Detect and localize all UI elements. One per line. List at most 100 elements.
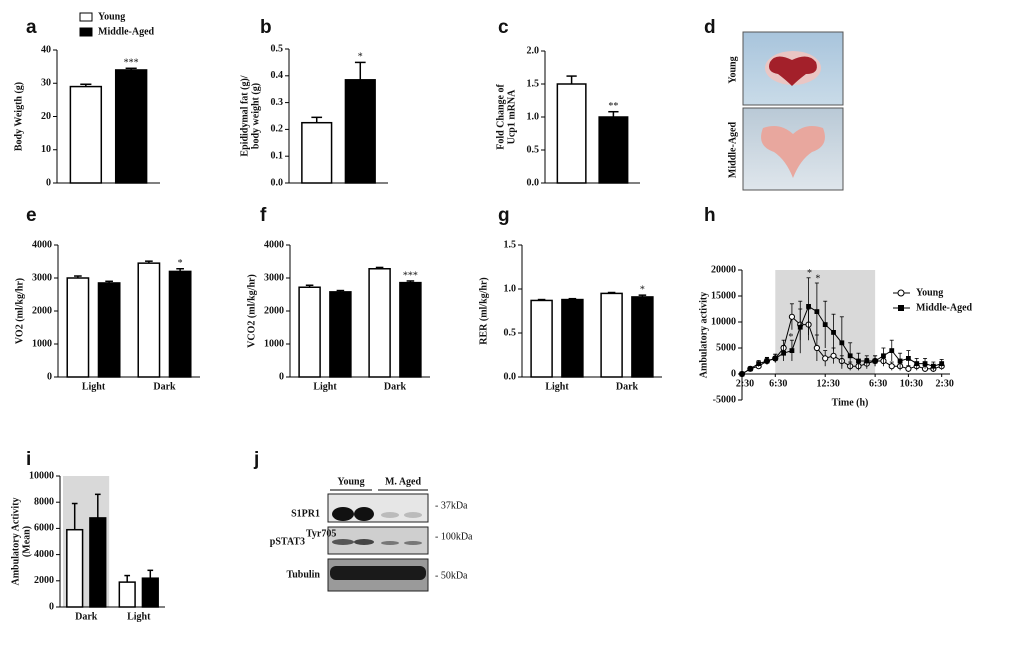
band [404, 541, 422, 545]
y-tick-label: 2.0 [527, 45, 540, 56]
legend-label: Middle-Aged [916, 302, 973, 313]
panel-letter: j [253, 449, 259, 470]
y-tick-label: 3000 [264, 272, 284, 283]
marker [939, 361, 945, 366]
band [404, 512, 422, 518]
band [354, 507, 374, 521]
y-tick-label: 4000 [32, 239, 52, 250]
y-tick-label: 0.3 [271, 97, 284, 108]
blot-superscript: Tyr705 [306, 528, 336, 539]
y-tick-label: 30 [41, 78, 51, 89]
y-tick-label: 0.4 [271, 70, 284, 81]
band [332, 507, 354, 521]
tissue [761, 126, 825, 178]
marker [822, 322, 828, 327]
bar [137, 262, 161, 378]
y-axis-label: (Mean) [21, 526, 32, 557]
legend-label: Young [916, 287, 943, 298]
photo-panel [742, 31, 844, 191]
marker [930, 363, 936, 369]
y-axis-label: Ucp1 mRNA [506, 89, 517, 144]
y-tick-label: 1000 [264, 338, 284, 349]
x-tick-label: Light [545, 381, 569, 392]
marker [797, 324, 803, 330]
x-tick-label: Light [313, 381, 337, 392]
marker [905, 365, 912, 372]
y-tick-label: 20000 [711, 264, 736, 275]
bar [598, 116, 629, 184]
y-tick-label: 2000 [32, 305, 52, 316]
y-axis-label: Epididymal fat (g)/ [239, 75, 250, 156]
panel-letter: d [704, 17, 716, 38]
y-tick-label: 5000 [716, 342, 736, 353]
x-tick-label: Dark [75, 611, 98, 622]
y-tick-label: 0 [731, 368, 736, 379]
bar [168, 270, 192, 378]
marker [739, 371, 745, 377]
y-tick-label: 6000 [34, 523, 54, 534]
y-axis-label: Body Weigth (g) [13, 82, 24, 151]
marker [814, 309, 820, 314]
tissue [769, 56, 817, 86]
marker [922, 361, 928, 366]
photo-label: Young [727, 56, 738, 83]
annotation: * [640, 284, 645, 295]
y-tick-label: 0 [47, 371, 52, 382]
y-tick-label: 2000 [264, 305, 284, 316]
marker [906, 356, 911, 361]
marker [747, 366, 753, 372]
bar [530, 299, 553, 378]
marker [914, 361, 920, 366]
x-tick-label: Dark [384, 381, 407, 392]
marker [813, 344, 820, 352]
y-tick-label: 0.1 [271, 150, 284, 161]
panel-letter: i [26, 449, 31, 470]
blot-row-label: S1PR1 [291, 508, 320, 519]
y-tick-label: 1.0 [527, 111, 540, 122]
blot-group: Young [337, 476, 364, 487]
bar [329, 291, 352, 378]
x-tick-label: 2:30 [936, 378, 954, 389]
bar [118, 581, 136, 608]
marker [822, 355, 829, 362]
marker [864, 358, 870, 364]
y-tick-label: 10000 [29, 470, 54, 481]
marker [839, 340, 845, 346]
panel-letter: g [498, 205, 510, 226]
band [381, 512, 399, 518]
y-axis-label: RER (ml/kg/hr) [478, 277, 489, 345]
bar [301, 121, 333, 184]
bar [97, 282, 121, 378]
y-tick-label: 0.0 [504, 371, 517, 382]
annotation: * [815, 273, 820, 284]
annotation: *** [124, 58, 139, 69]
y-tick-label: 8000 [34, 496, 54, 507]
x-tick-label: 6:30 [869, 378, 887, 389]
bar [344, 79, 376, 184]
y-tick-label: 20 [41, 111, 51, 122]
x-axis-label: Time (h) [832, 397, 869, 408]
marker [806, 304, 811, 309]
legend-label: Middle-Aged [98, 26, 155, 37]
legend-marker [897, 289, 905, 297]
bar [114, 69, 148, 184]
bar [561, 298, 584, 378]
blot-group: M. Aged [385, 476, 422, 487]
panel-letter: f [260, 205, 267, 226]
band [332, 539, 354, 545]
panel-letter: e [26, 205, 37, 226]
band [381, 541, 399, 545]
bar [298, 286, 321, 378]
y-axis-label: VO2 (ml/kg/hr) [14, 278, 25, 344]
blot-panel [327, 489, 429, 592]
bar [66, 277, 90, 378]
y-tick-label: 1.5 [527, 78, 540, 89]
blot-size: - 50kDa [435, 570, 468, 581]
blot-size: - 100kDa [435, 531, 473, 542]
y-tick-label: 4000 [34, 549, 54, 560]
blot-size: - 37kDa [435, 500, 468, 511]
y-tick-label: 0.0 [527, 177, 540, 188]
annotation: * [178, 258, 183, 269]
blot-row [327, 526, 429, 555]
